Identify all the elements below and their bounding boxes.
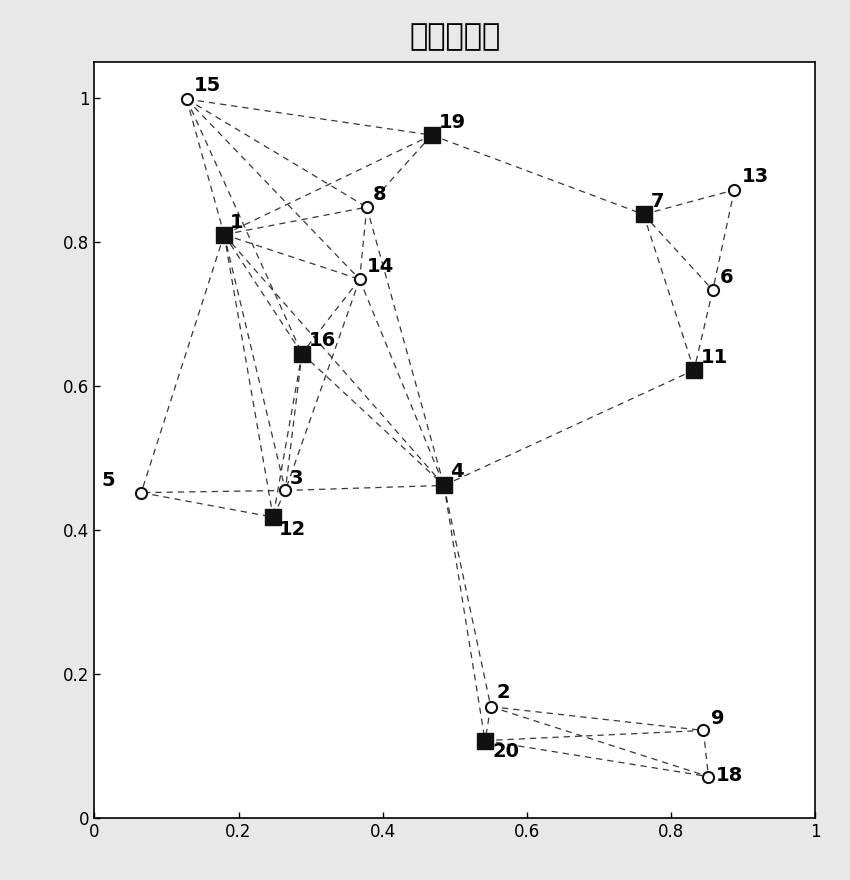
Text: 9: 9 [711, 708, 724, 728]
Text: 14: 14 [367, 257, 394, 275]
Text: 16: 16 [309, 331, 337, 350]
Text: 4: 4 [450, 462, 463, 481]
Title: 节点分布图: 节点分布图 [409, 22, 501, 51]
Text: 8: 8 [372, 185, 386, 203]
Text: 15: 15 [194, 77, 221, 95]
Text: 11: 11 [701, 348, 728, 367]
Text: 20: 20 [492, 742, 519, 760]
Text: 19: 19 [439, 113, 466, 131]
Text: 2: 2 [496, 684, 510, 702]
Text: 13: 13 [741, 167, 768, 187]
Text: 6: 6 [720, 268, 734, 287]
Text: 3: 3 [290, 468, 303, 488]
Text: 12: 12 [279, 520, 306, 539]
Text: 5: 5 [102, 471, 116, 490]
Text: 7: 7 [651, 192, 665, 211]
Text: 1: 1 [230, 213, 243, 231]
Text: 18: 18 [716, 766, 743, 785]
